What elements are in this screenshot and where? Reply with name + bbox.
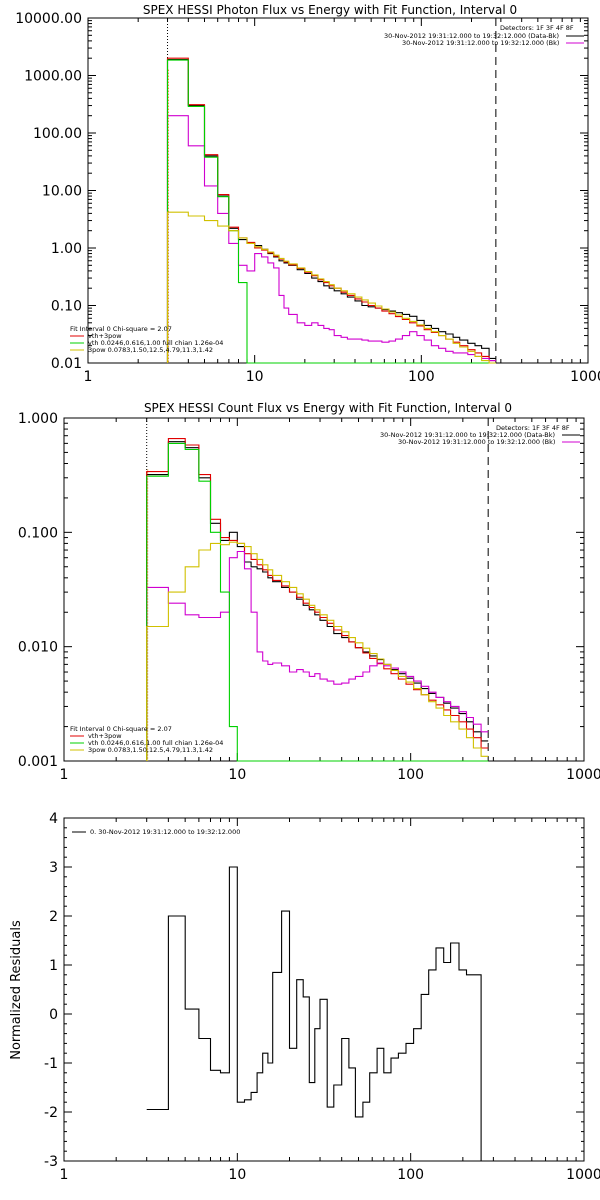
x-tick-label: 1 — [60, 767, 69, 783]
residuals-panel: 1 10 100 1000 -3 -2 -1 0 1 2 3 4 Normalized Residua… — [9, 811, 600, 1183]
y-tick-label: 4 — [49, 811, 58, 827]
y-tick-label: -3 — [44, 1154, 58, 1170]
y-tick-label: 0 — [49, 1007, 58, 1023]
residuals-ticks: 1 10 100 1000 -3 -2 -1 0 1 2 3 4 — [44, 811, 600, 1183]
x-tick-label: 1 — [60, 1167, 69, 1183]
legend-vth-3pow: vth+3pow — [88, 332, 122, 340]
x-tick-label: 1000 — [566, 767, 600, 783]
series-vth — [166, 59, 496, 364]
count-flux-ticks: 1 10 100 1000 0.001 0.010 0.100 1.000 — [18, 411, 600, 783]
legend-bk-2: 30-Nov-2012 19:31:12.000 to 19:32:12.000… — [398, 438, 555, 446]
y-tick-label: 1000.00 — [24, 69, 82, 85]
residuals-ylabel: Normalized Residuals — [9, 920, 24, 1060]
legend-3pow-2: 3pow 0.0783,1.50,12.5,4.79,11.3,1.42 — [88, 746, 213, 754]
legend-bk: 30-Nov-2012 19:31:12.000 to 19:32:12.000… — [402, 39, 559, 47]
y-tick-label: 10.00 — [42, 184, 82, 200]
residuals-frame — [63, 817, 585, 1162]
legend-3pow: 3pow 0.0783,1.50,12.5,4.79,11.3,1.42 — [88, 346, 213, 354]
legend-detectors-2: Detectors: 1F 3F 4F 8F — [496, 424, 570, 432]
photon-flux-title: SPEX HESSI Photon Flux vs Energy with Fi… — [143, 3, 517, 17]
x-tick-label: 100 — [408, 369, 435, 385]
y-tick-label: 2 — [49, 909, 58, 925]
y-tick-label: 1 — [49, 958, 58, 974]
series-data-bk — [146, 441, 489, 761]
series-bk — [146, 550, 489, 761]
count-flux-title: SPEX HESSI Count Flux vs Energy with Fit… — [144, 401, 512, 415]
photon-flux-frame — [87, 17, 589, 364]
y-tick-label: -1 — [44, 1056, 58, 1072]
residuals-series — [146, 866, 489, 1162]
legend-fit-interval: Fit Interval 0 Chi-square = 2.07 — [70, 325, 172, 333]
residuals-legend-text: 0. 30-Nov-2012 19:31:12.000 to 19:32:12.… — [90, 828, 240, 836]
x-tick-label: 10 — [228, 1167, 246, 1183]
legend-vth-2: vth 0.0246,0.616,1.00 full chian 1.26e-0… — [88, 739, 223, 747]
y-tick-label: 1.00 — [51, 241, 82, 257]
legend-data-bk-2: 30-Nov-2012 19:31:12.000 to 19:32:12.000… — [380, 431, 555, 439]
y-tick-label: 0.100 — [18, 525, 58, 541]
count-flux-series — [146, 418, 489, 762]
y-tick-label: 0.10 — [51, 299, 82, 315]
series-vth-3pow — [146, 438, 489, 761]
x-tick-label: 100 — [397, 1167, 424, 1183]
y-tick-label: 1.000 — [18, 411, 58, 427]
y-tick-label: 3 — [49, 860, 58, 876]
x-tick-label: 10 — [246, 369, 264, 385]
x-tick-label: 1000 — [566, 1167, 600, 1183]
legend-detectors: Detectors: 1F 3F 4F 8F — [500, 24, 574, 32]
photon-flux-legend-left: Fit Interval 0 Chi-square = 2.07 vth+3po… — [70, 325, 223, 354]
y-tick-label: 100.00 — [33, 126, 82, 142]
series-3pow — [146, 541, 489, 761]
photon-flux-series — [166, 18, 497, 364]
legend-vth-3pow-2: vth+3pow — [88, 732, 122, 740]
legend-vth: vth 0.0246,0.616,1.00 full chian 1.26e-0… — [88, 339, 223, 347]
y-tick-label: 10000.00 — [15, 11, 82, 27]
y-tick-label: -2 — [44, 1105, 58, 1121]
photon-flux-panel: SPEX HESSI Photon Flux vs Energy with Fi… — [15, 3, 600, 385]
legend-fit-interval-2: Fit Interval 0 Chi-square = 2.07 — [70, 725, 172, 733]
photon-flux-legend-right: Detectors: 1F 3F 4F 8F 30-Nov-2012 19:31… — [384, 24, 584, 47]
legend-data-bk: 30-Nov-2012 19:31:12.000 to 19:32:12.000… — [384, 32, 559, 40]
y-tick-label: 0.010 — [18, 640, 58, 656]
x-tick-label: 100 — [397, 767, 424, 783]
series-3pow — [166, 211, 496, 364]
y-tick-label: 0.001 — [18, 754, 58, 770]
count-flux-legend-right: Detectors: 1F 3F 4F 8F 30-Nov-2012 19:31… — [380, 424, 580, 446]
residuals-legend: 0. 30-Nov-2012 19:31:12.000 to 19:32:12.… — [72, 828, 240, 836]
x-tick-label: 1000 — [570, 369, 600, 385]
series-residual — [146, 866, 489, 1162]
x-tick-label: 10 — [228, 767, 246, 783]
photon-flux-ticks: 1 10 100 1000 0.01 0.10 1.00 10.00 100.00 1000.00… — [15, 11, 600, 385]
series-data-bk — [166, 58, 496, 363]
series-vth — [146, 442, 489, 762]
series-bk — [166, 115, 496, 363]
count-flux-legend-left: Fit Interval 0 Chi-square = 2.07 vth+3po… — [70, 725, 223, 754]
series-vth-3pow — [166, 57, 496, 363]
count-flux-frame — [63, 417, 585, 762]
x-tick-label: 1 — [84, 369, 93, 385]
count-flux-panel: SPEX HESSI Count Flux vs Energy with Fit… — [18, 401, 600, 783]
y-tick-label: 0.01 — [51, 356, 82, 372]
